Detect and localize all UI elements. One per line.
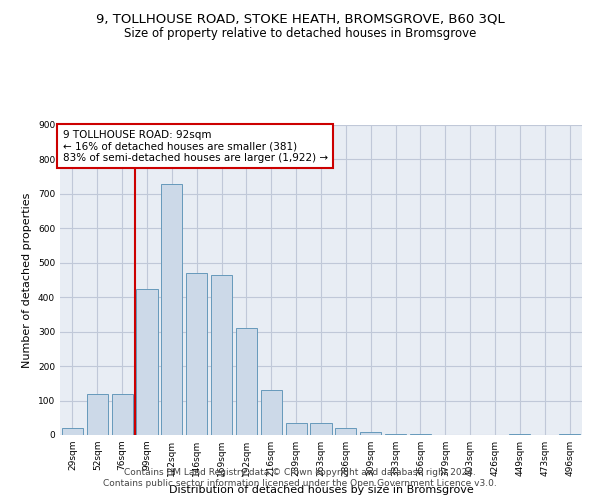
Text: Contains HM Land Registry data © Crown copyright and database right 2024.
Contai: Contains HM Land Registry data © Crown c… xyxy=(103,468,497,487)
Bar xyxy=(335,428,356,435)
Bar xyxy=(62,428,83,435)
Bar xyxy=(286,423,307,435)
Bar xyxy=(136,288,158,435)
Bar xyxy=(559,434,580,435)
Bar xyxy=(161,184,182,435)
Bar xyxy=(87,394,108,435)
Bar xyxy=(310,423,332,435)
Bar xyxy=(410,434,431,435)
Bar xyxy=(211,275,232,435)
Text: 9, TOLLHOUSE ROAD, STOKE HEATH, BROMSGROVE, B60 3QL: 9, TOLLHOUSE ROAD, STOKE HEATH, BROMSGRO… xyxy=(95,12,505,26)
Y-axis label: Number of detached properties: Number of detached properties xyxy=(22,192,32,368)
Bar xyxy=(236,328,257,435)
Bar xyxy=(385,434,406,435)
Bar xyxy=(360,432,381,435)
X-axis label: Distribution of detached houses by size in Bromsgrove: Distribution of detached houses by size … xyxy=(169,484,473,494)
Text: Size of property relative to detached houses in Bromsgrove: Size of property relative to detached ho… xyxy=(124,28,476,40)
Bar xyxy=(112,394,133,435)
Bar xyxy=(186,273,207,435)
Bar xyxy=(261,390,282,435)
Bar xyxy=(509,434,530,435)
Text: 9 TOLLHOUSE ROAD: 92sqm
← 16% of detached houses are smaller (381)
83% of semi-d: 9 TOLLHOUSE ROAD: 92sqm ← 16% of detache… xyxy=(62,130,328,163)
